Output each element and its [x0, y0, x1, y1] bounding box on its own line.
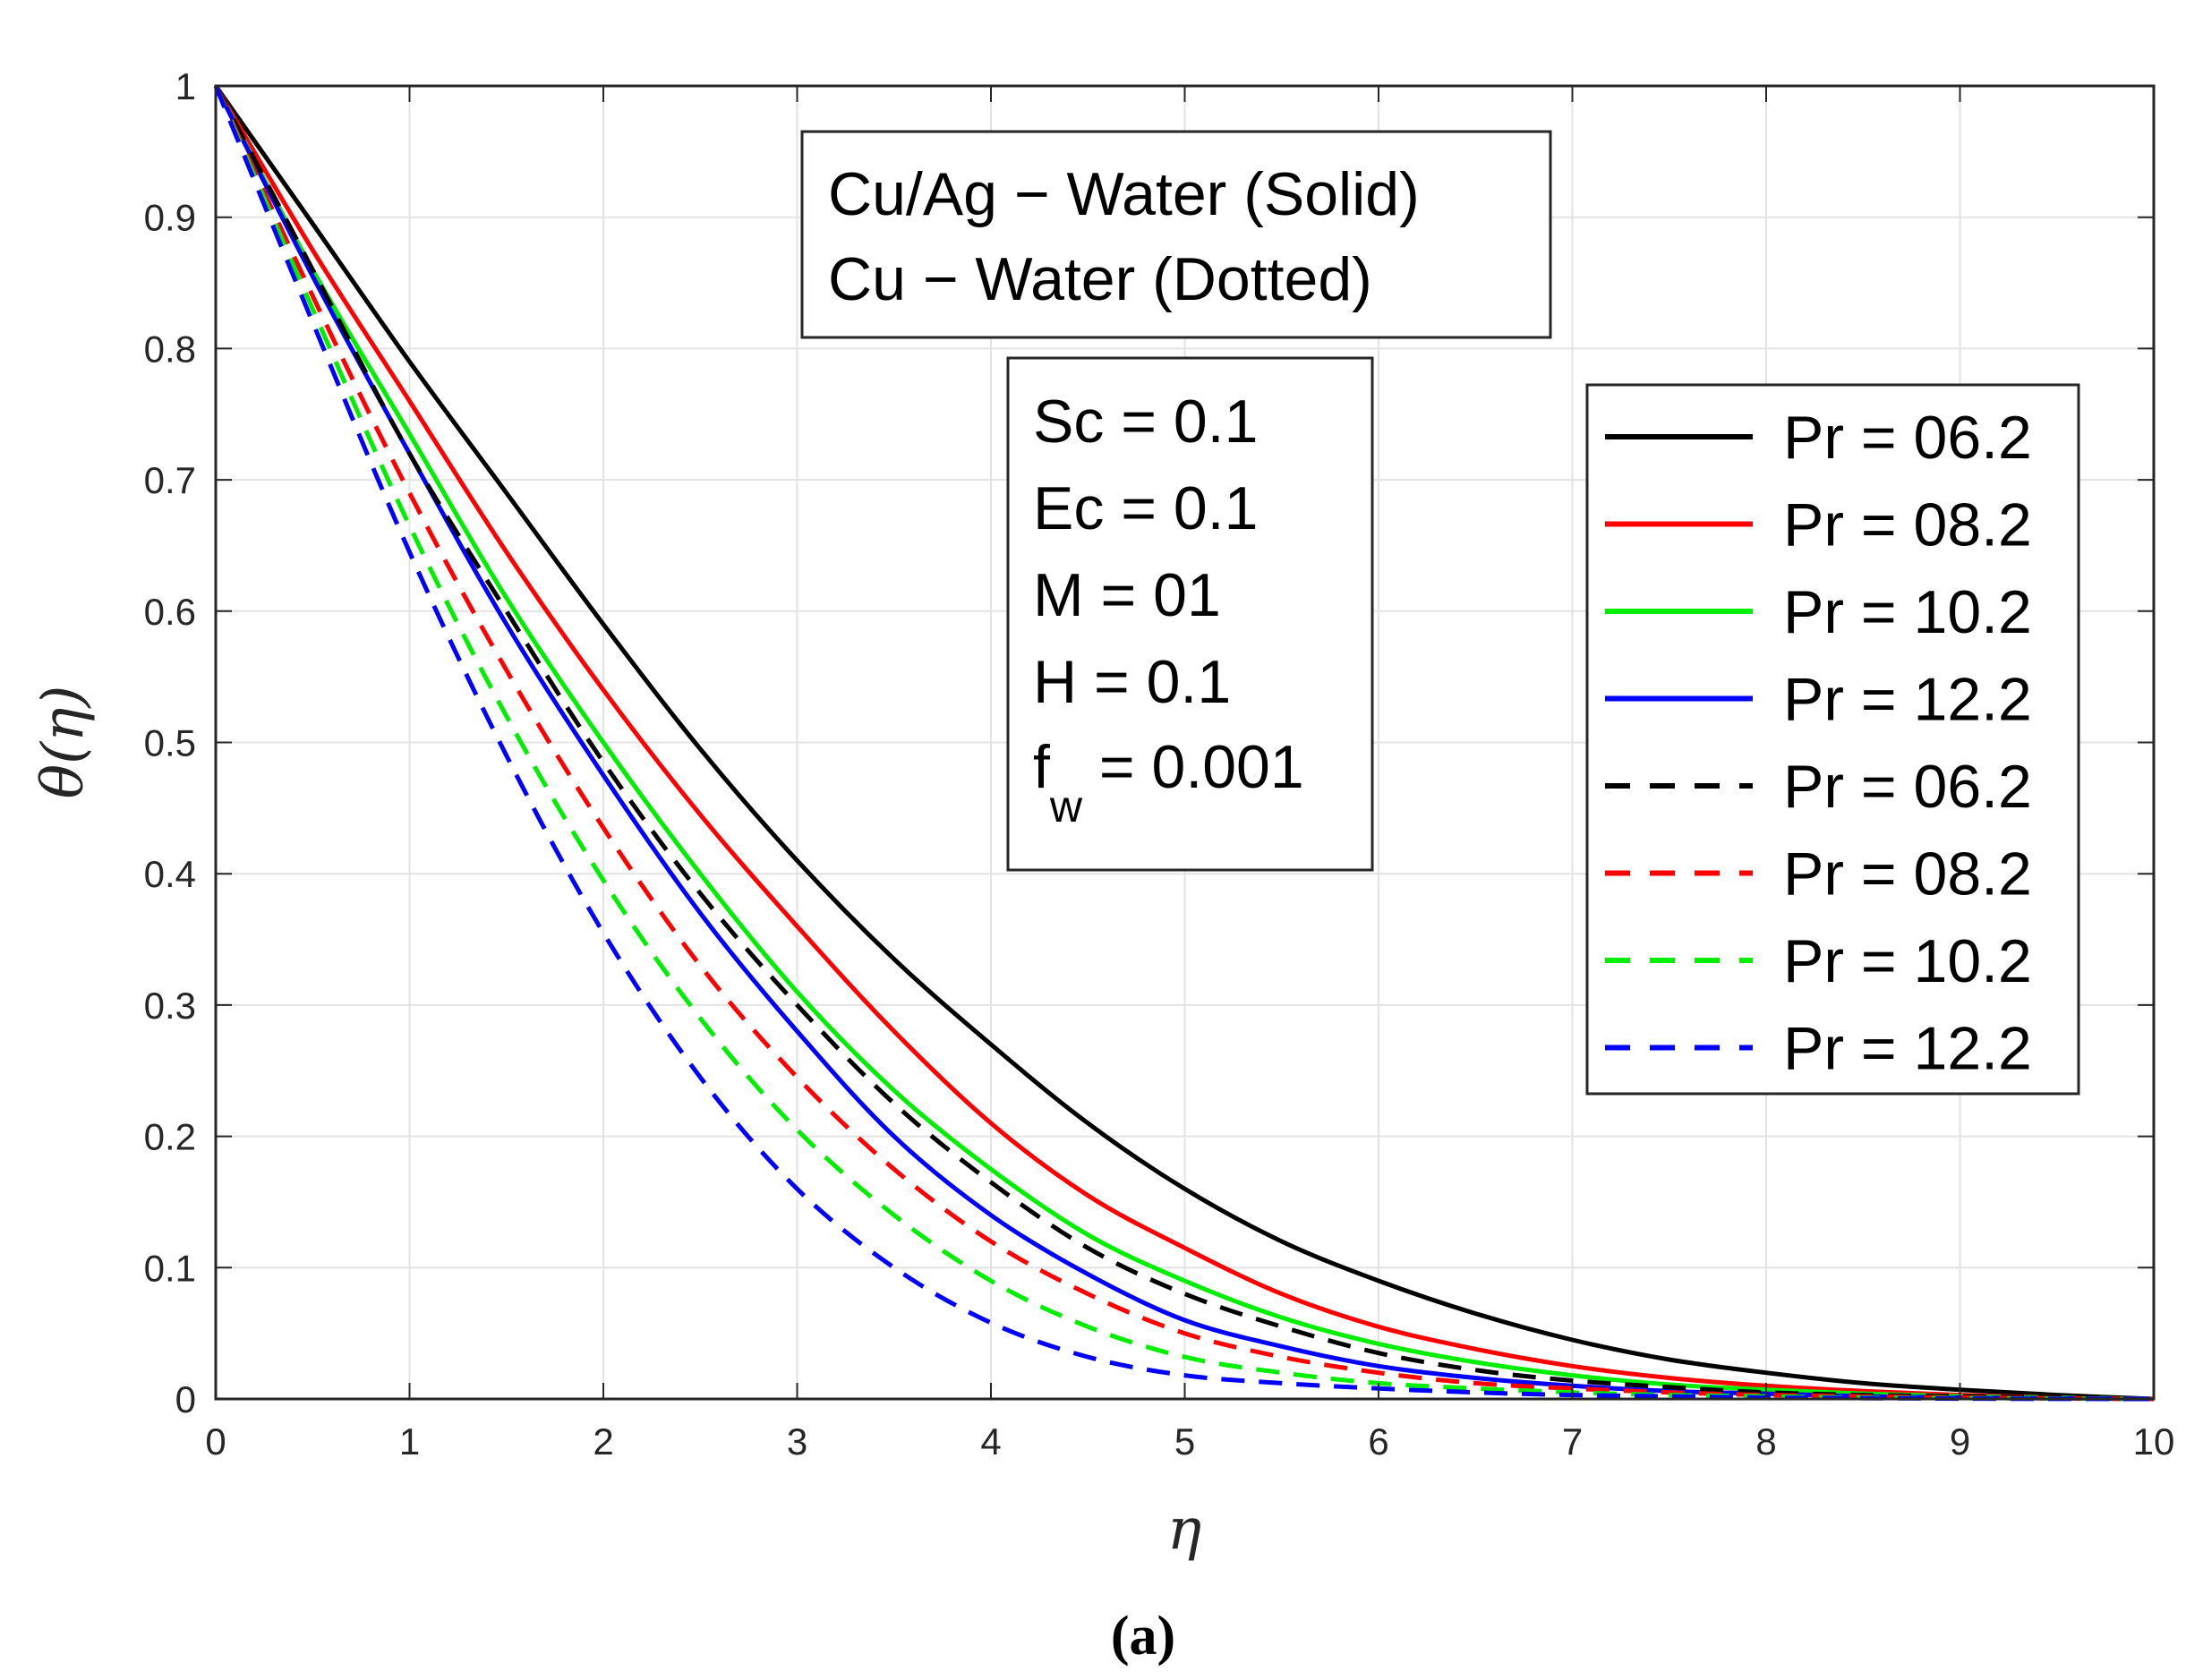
legend-label-7: Pr = 10.2 — [1783, 927, 2032, 995]
x-tick-label: 0 — [205, 1420, 226, 1463]
legend-label-2: Pr = 08.2 — [1783, 491, 2032, 559]
y-tick-label: 0.1 — [144, 1247, 196, 1289]
figure-caption: (a) — [1111, 1606, 1175, 1667]
annotation-box-params-frame — [1006, 356, 1374, 872]
x-tick-label: 3 — [787, 1420, 807, 1463]
legend-label-3: Pr = 10.2 — [1783, 578, 2032, 646]
caption-text: (a) — [1111, 1606, 1175, 1667]
legend-label-1: Pr = 06.2 — [1783, 404, 2032, 472]
x-tick-label: 9 — [1950, 1420, 1970, 1463]
legend-label-8: Pr = 12.2 — [1783, 1015, 2032, 1083]
legend-label-6: Pr = 08.2 — [1783, 840, 2032, 908]
legend: Pr = 06.2 Pr = 08.2 Pr = 10.2 Pr = 12.2 Pr =… — [1585, 383, 2080, 1096]
y-tick-label: 0.4 — [144, 853, 196, 895]
y-tick-label: 0 — [175, 1378, 196, 1420]
y-tick-label: 0.8 — [144, 328, 196, 370]
legend-label-4: Pr = 12.2 — [1783, 666, 2032, 734]
annotation-box-params: Sc = 0.1 Ec = 0.1 M = 01 H = 0.1 fw = 0.… — [1006, 356, 1374, 872]
x-tick-label: 2 — [593, 1420, 613, 1463]
param-m: M = 01 — [1033, 561, 1221, 629]
y-tick-label: 1 — [175, 65, 196, 107]
y-tick-label: 0.2 — [144, 1116, 196, 1158]
param-fw-value: = 0.001 — [1082, 733, 1304, 801]
legend-label-5: Pr = 06.2 — [1783, 753, 2032, 821]
y-tick-label: 0.3 — [144, 985, 196, 1027]
x-tick-label: 8 — [1755, 1420, 1776, 1463]
x-tick-label: 5 — [1174, 1420, 1195, 1463]
param-ec: Ec = 0.1 — [1033, 474, 1258, 542]
ticks — [215, 85, 2155, 1400]
x-tick-label: 7 — [1562, 1420, 1583, 1463]
series-layer — [213, 84, 2155, 1402]
legend-frame — [1585, 383, 2080, 1096]
y-tick-label: 0.7 — [144, 459, 196, 501]
param-h: H = 0.1 — [1033, 648, 1231, 716]
y-axis-label: θ(η) — [30, 686, 97, 799]
param-sc: Sc = 0.1 — [1033, 388, 1258, 456]
param-fw-symbol: f — [1033, 733, 1050, 801]
annotation-box-material: Cu/Ag − Water (Solid) Cu − Water (Dotted… — [800, 130, 1552, 339]
series-line-1 — [213, 84, 2155, 1402]
param-fw-subscript: w — [1049, 781, 1083, 831]
y-tick-label: 0.9 — [144, 197, 196, 239]
x-tick-label: 4 — [980, 1420, 1001, 1463]
y-tick-label: 0.5 — [144, 722, 196, 764]
annotation-line-dotted: Cu − Water (Dotted) — [828, 245, 1372, 313]
series-line-3 — [213, 84, 2155, 1402]
tick-labels: 0 1 2 3 4 5 6 7 8 9 10 0 0.1 0.2 0.3 0.4 0.5 0.6 0.7 0.8 0.9… — [144, 65, 2175, 1463]
x-tick-label: 1 — [399, 1420, 420, 1463]
param-fw: fw = 0.001 — [1033, 733, 1304, 831]
x-tick-label: 10 — [2133, 1420, 2175, 1463]
series-line-2 — [213, 84, 2155, 1402]
annotation-line-solid: Cu/Ag − Water (Solid) — [828, 160, 1420, 228]
x-axis-label: η — [1167, 1497, 1201, 1563]
annotation-box-material-frame — [800, 130, 1552, 339]
x-tick-label: 6 — [1368, 1420, 1388, 1463]
y-tick-label: 0.6 — [144, 591, 196, 633]
